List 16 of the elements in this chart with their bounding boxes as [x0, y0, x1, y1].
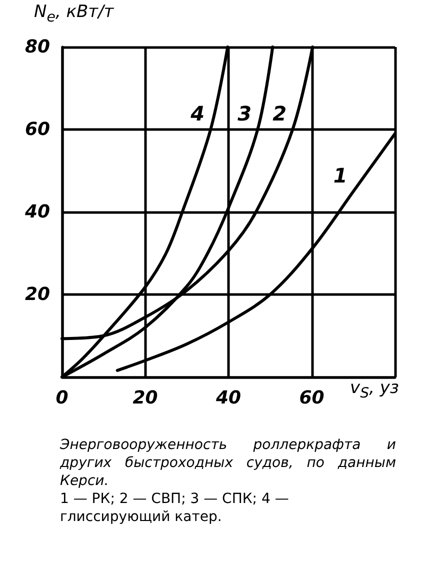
- y-tick-label: 60: [24, 119, 50, 140]
- text: Энерговооруженность роллеркрафта и других быстроходных судов, по данным Керси.: [60, 436, 396, 490]
- y-axis-title: N$_{e}$, кВт/т: [34, 2, 114, 26]
- y-tick-label: 80: [24, 36, 50, 58]
- series-label: 4: [190, 102, 205, 126]
- x-tick-label: 60: [299, 388, 324, 408]
- x-tick-label: 0: [56, 388, 68, 408]
- series-label: 3: [238, 102, 252, 126]
- x-axis-title: v$_{S}$, уз: [350, 378, 399, 402]
- x-tick-label: 40: [214, 388, 242, 408]
- x-tick-label: 20: [132, 388, 158, 408]
- y-tick-label: 40: [24, 202, 50, 222]
- y-tick-label: 20: [24, 284, 50, 305]
- text: 1 — РК; 2 — СВП; 3 — СПК; 4 — глиссирующий катер.: [60, 490, 290, 526]
- series-label: 1: [333, 163, 348, 188]
- series-label: 2: [272, 102, 287, 126]
